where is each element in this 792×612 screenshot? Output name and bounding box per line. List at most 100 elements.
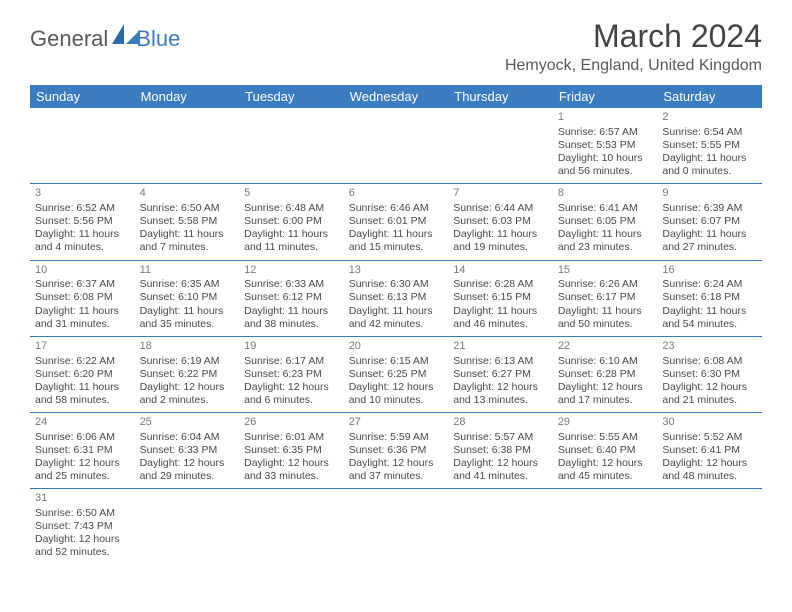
calendar-cell: 13Sunrise: 6:30 AMSunset: 6:13 PMDayligh… bbox=[344, 260, 449, 336]
calendar-cell: 12Sunrise: 6:33 AMSunset: 6:12 PMDayligh… bbox=[239, 260, 344, 336]
sunset-text: Sunset: 5:56 PM bbox=[35, 215, 130, 228]
calendar-cell: 17Sunrise: 6:22 AMSunset: 6:20 PMDayligh… bbox=[30, 336, 135, 412]
calendar-cell bbox=[448, 489, 553, 565]
sunset-text: Sunset: 6:12 PM bbox=[244, 291, 339, 304]
day-number: 20 bbox=[349, 340, 444, 354]
daylight-text: and 15 minutes. bbox=[349, 241, 444, 254]
sunrise-text: Sunrise: 6:50 AM bbox=[35, 507, 130, 520]
calendar-cell: 3Sunrise: 6:52 AMSunset: 5:56 PMDaylight… bbox=[30, 184, 135, 260]
dayname: Thursday bbox=[448, 85, 553, 108]
daylight-text: Daylight: 12 hours bbox=[140, 381, 235, 394]
sunrise-text: Sunrise: 5:59 AM bbox=[349, 431, 444, 444]
calendar-cell: 25Sunrise: 6:04 AMSunset: 6:33 PMDayligh… bbox=[135, 413, 240, 489]
calendar-cell: 16Sunrise: 6:24 AMSunset: 6:18 PMDayligh… bbox=[657, 260, 762, 336]
calendar-cell: 21Sunrise: 6:13 AMSunset: 6:27 PMDayligh… bbox=[448, 336, 553, 412]
month-title: March 2024 bbox=[505, 18, 762, 55]
daylight-text: Daylight: 12 hours bbox=[140, 457, 235, 470]
day-number: 31 bbox=[35, 492, 130, 506]
calendar-table: Sunday Monday Tuesday Wednesday Thursday… bbox=[30, 85, 762, 565]
daylight-text: and 4 minutes. bbox=[35, 241, 130, 254]
daylight-text: and 48 minutes. bbox=[662, 470, 757, 483]
sunrise-text: Sunrise: 6:24 AM bbox=[662, 278, 757, 291]
sunrise-text: Sunrise: 6:44 AM bbox=[453, 202, 548, 215]
day-number: 15 bbox=[558, 264, 653, 278]
sunrise-text: Sunrise: 6:50 AM bbox=[140, 202, 235, 215]
logo: General Blue bbox=[30, 26, 180, 52]
day-number: 2 bbox=[662, 111, 757, 125]
sunset-text: Sunset: 6:05 PM bbox=[558, 215, 653, 228]
day-number: 17 bbox=[35, 340, 130, 354]
sunset-text: Sunset: 5:53 PM bbox=[558, 139, 653, 152]
calendar-cell: 5Sunrise: 6:48 AMSunset: 6:00 PMDaylight… bbox=[239, 184, 344, 260]
sunrise-text: Sunrise: 6:28 AM bbox=[453, 278, 548, 291]
calendar-row: 3Sunrise: 6:52 AMSunset: 5:56 PMDaylight… bbox=[30, 184, 762, 260]
calendar-cell: 18Sunrise: 6:19 AMSunset: 6:22 PMDayligh… bbox=[135, 336, 240, 412]
daylight-text: and 0 minutes. bbox=[662, 165, 757, 178]
sunrise-text: Sunrise: 6:30 AM bbox=[349, 278, 444, 291]
calendar-cell: 19Sunrise: 6:17 AMSunset: 6:23 PMDayligh… bbox=[239, 336, 344, 412]
calendar-cell: 24Sunrise: 6:06 AMSunset: 6:31 PMDayligh… bbox=[30, 413, 135, 489]
calendar-cell: 8Sunrise: 6:41 AMSunset: 6:05 PMDaylight… bbox=[553, 184, 658, 260]
sunrise-text: Sunrise: 6:17 AM bbox=[244, 355, 339, 368]
calendar-cell: 15Sunrise: 6:26 AMSunset: 6:17 PMDayligh… bbox=[553, 260, 658, 336]
sunrise-text: Sunrise: 6:10 AM bbox=[558, 355, 653, 368]
calendar-row: 10Sunrise: 6:37 AMSunset: 6:08 PMDayligh… bbox=[30, 260, 762, 336]
daylight-text: Daylight: 11 hours bbox=[662, 228, 757, 241]
logo-text-blue: Blue bbox=[136, 26, 180, 52]
daylight-text: and 35 minutes. bbox=[140, 318, 235, 331]
calendar-cell bbox=[344, 108, 449, 184]
daylight-text: and 2 minutes. bbox=[140, 394, 235, 407]
dayname: Saturday bbox=[657, 85, 762, 108]
sunset-text: Sunset: 6:07 PM bbox=[662, 215, 757, 228]
daylight-text: Daylight: 11 hours bbox=[558, 305, 653, 318]
sunset-text: Sunset: 6:13 PM bbox=[349, 291, 444, 304]
sunset-text: Sunset: 6:23 PM bbox=[244, 368, 339, 381]
daylight-text: and 29 minutes. bbox=[140, 470, 235, 483]
calendar-cell bbox=[239, 108, 344, 184]
sunset-text: Sunset: 6:03 PM bbox=[453, 215, 548, 228]
location: Hemyock, England, United Kingdom bbox=[505, 57, 762, 75]
calendar-cell: 28Sunrise: 5:57 AMSunset: 6:38 PMDayligh… bbox=[448, 413, 553, 489]
sunrise-text: Sunrise: 6:46 AM bbox=[349, 202, 444, 215]
sunrise-text: Sunrise: 6:41 AM bbox=[558, 202, 653, 215]
day-number: 3 bbox=[35, 187, 130, 201]
sunset-text: Sunset: 5:58 PM bbox=[140, 215, 235, 228]
day-number: 21 bbox=[453, 340, 548, 354]
day-number: 12 bbox=[244, 264, 339, 278]
calendar-cell bbox=[30, 108, 135, 184]
sunrise-text: Sunrise: 5:55 AM bbox=[558, 431, 653, 444]
daylight-text: Daylight: 12 hours bbox=[244, 457, 339, 470]
day-number: 29 bbox=[558, 416, 653, 430]
sunrise-text: Sunrise: 6:39 AM bbox=[662, 202, 757, 215]
sunrise-text: Sunrise: 6:06 AM bbox=[35, 431, 130, 444]
day-number: 18 bbox=[140, 340, 235, 354]
day-number: 8 bbox=[558, 187, 653, 201]
sunrise-text: Sunrise: 6:35 AM bbox=[140, 278, 235, 291]
sunrise-text: Sunrise: 6:15 AM bbox=[349, 355, 444, 368]
dayname: Sunday bbox=[30, 85, 135, 108]
calendar-cell: 27Sunrise: 5:59 AMSunset: 6:36 PMDayligh… bbox=[344, 413, 449, 489]
sunrise-text: Sunrise: 6:37 AM bbox=[35, 278, 130, 291]
daylight-text: Daylight: 11 hours bbox=[140, 305, 235, 318]
sunrise-text: Sunrise: 6:08 AM bbox=[662, 355, 757, 368]
sunset-text: Sunset: 6:01 PM bbox=[349, 215, 444, 228]
calendar-cell bbox=[657, 489, 762, 565]
daylight-text: and 37 minutes. bbox=[349, 470, 444, 483]
daylight-text: Daylight: 11 hours bbox=[35, 305, 130, 318]
daylight-text: Daylight: 11 hours bbox=[558, 228, 653, 241]
day-number: 24 bbox=[35, 416, 130, 430]
day-number: 10 bbox=[35, 264, 130, 278]
day-number: 5 bbox=[244, 187, 339, 201]
calendar-cell: 22Sunrise: 6:10 AMSunset: 6:28 PMDayligh… bbox=[553, 336, 658, 412]
daylight-text: Daylight: 11 hours bbox=[453, 305, 548, 318]
daylight-text: Daylight: 11 hours bbox=[662, 305, 757, 318]
calendar-cell: 2Sunrise: 6:54 AMSunset: 5:55 PMDaylight… bbox=[657, 108, 762, 184]
daylight-text: Daylight: 11 hours bbox=[349, 305, 444, 318]
calendar-cell: 1Sunrise: 6:57 AMSunset: 5:53 PMDaylight… bbox=[553, 108, 658, 184]
daylight-text: Daylight: 12 hours bbox=[349, 381, 444, 394]
daylight-text: and 11 minutes. bbox=[244, 241, 339, 254]
dayname: Friday bbox=[553, 85, 658, 108]
sunrise-text: Sunrise: 6:13 AM bbox=[453, 355, 548, 368]
calendar-cell bbox=[135, 108, 240, 184]
day-number: 27 bbox=[349, 416, 444, 430]
